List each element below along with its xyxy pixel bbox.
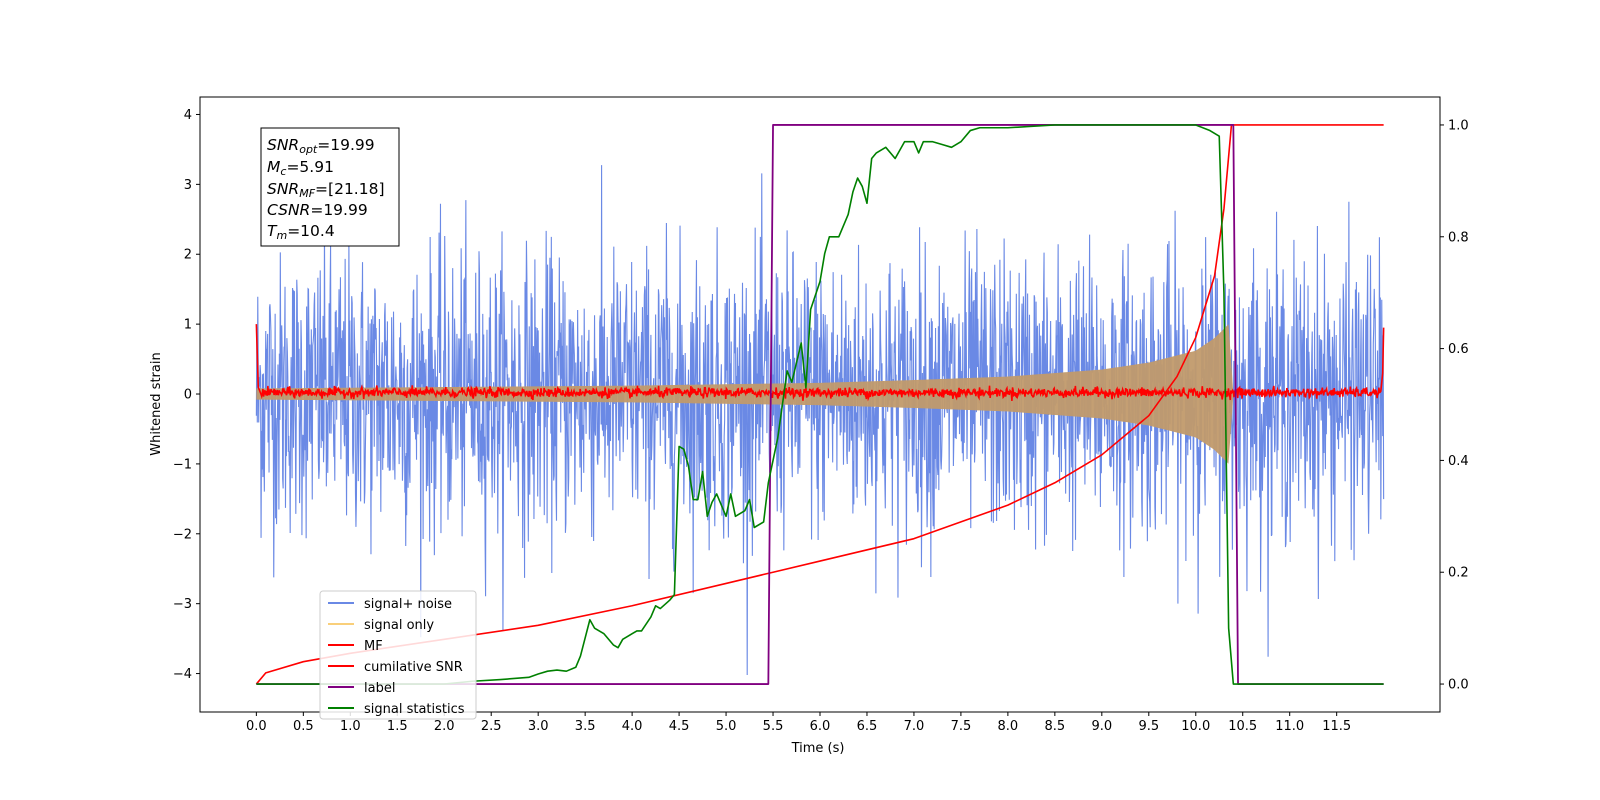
y2-tick-label: 0.6 xyxy=(1448,342,1469,357)
info-snr-mf: SNRMF=[21.18] xyxy=(267,180,385,200)
y-tick-label: 0 xyxy=(184,388,192,403)
x-tick-label: 9.0 xyxy=(1091,719,1112,734)
y-tick-label: −3 xyxy=(173,597,192,612)
x-tick-label: 6.5 xyxy=(857,719,878,734)
info-tm: Tm=10.4 xyxy=(267,222,335,242)
legend-frame xyxy=(319,590,477,720)
y2-tick-label: 0.0 xyxy=(1448,678,1469,693)
y-tick-label: 4 xyxy=(184,108,192,123)
x-tick-label: 3.0 xyxy=(528,719,549,734)
x-tick-label: 5.5 xyxy=(763,719,784,734)
y2-tick-label: 0.4 xyxy=(1448,454,1469,469)
x-tick-label: 10.0 xyxy=(1181,719,1210,734)
info-csnr: CSNR=19.99 xyxy=(267,201,368,219)
y-tick-label: −4 xyxy=(173,667,192,682)
legend-label-label: label xyxy=(364,681,395,696)
y-tick-label: −1 xyxy=(173,457,192,472)
legend-label-cumulative-snr: cumilative SNR xyxy=(364,660,463,675)
y-tick-label: 2 xyxy=(184,248,192,263)
x-tick-label: 8.0 xyxy=(998,719,1019,734)
y-axis-ticks: −4 −3 −2 −1 0 1 2 3 4 xyxy=(173,108,200,682)
x-tick-label: 6.0 xyxy=(810,719,831,734)
info-box-frame xyxy=(260,127,400,247)
x-tick-label: 4.0 xyxy=(622,719,643,734)
x-axis-ticks: 0.0 0.5 1.0 1.5 2.0 2.5 3.0 3.5 4.0 4.5 5.0 5.5 6.0 6… xyxy=(246,712,1351,734)
y-axis-label: Whitened strain xyxy=(149,352,164,455)
series-mf xyxy=(255,324,1385,402)
x-tick-label: 2.5 xyxy=(481,719,502,734)
y2-tick-label: 0.8 xyxy=(1448,230,1469,245)
x-tick-label: 11.0 xyxy=(1275,719,1304,734)
y2-axis-ticks: 0.0 0.2 0.4 0.6 0.8 1.0 xyxy=(1440,118,1469,693)
legend-label-mf: MF xyxy=(364,639,383,654)
x-tick-label: 0.5 xyxy=(293,719,314,734)
legend-label-signal-noise: signal+ noise xyxy=(364,597,452,612)
info-box: SNRopt=19.99 Mc=5.91 SNRMF=[21.18] CSNR=… xyxy=(260,127,400,247)
x-tick-label: 0.0 xyxy=(246,719,267,734)
x-tick-label: 11.5 xyxy=(1322,719,1351,734)
x-tick-label: 2.0 xyxy=(434,719,455,734)
x-tick-label: 9.5 xyxy=(1138,719,1159,734)
y-tick-label: 3 xyxy=(184,178,192,193)
x-tick-label: 3.5 xyxy=(575,719,596,734)
info-snr-opt: SNRopt=19.99 xyxy=(267,136,375,156)
y2-tick-label: 1.0 xyxy=(1448,118,1469,133)
x-tick-label: 7.0 xyxy=(904,719,925,734)
series-signal-statistics xyxy=(256,124,1384,685)
x-tick-label: 7.5 xyxy=(951,719,972,734)
x-axis-label: Time (s) xyxy=(791,741,845,756)
x-tick-label: 1.0 xyxy=(340,719,361,734)
x-tick-label: 5.0 xyxy=(716,719,737,734)
legend-label-signal-statistics: signal statistics xyxy=(364,702,465,717)
y-tick-label: −2 xyxy=(173,527,192,542)
legend: signal+ noise signal only MF cumilative … xyxy=(319,590,477,720)
x-tick-label: 4.5 xyxy=(669,719,690,734)
info-mc: Mc=5.91 xyxy=(267,158,334,178)
y2-tick-label: 0.2 xyxy=(1448,566,1469,581)
x-tick-label: 8.5 xyxy=(1045,719,1066,734)
x-tick-label: 1.5 xyxy=(387,719,408,734)
y-tick-label: 1 xyxy=(184,318,192,333)
legend-label-signal-only: signal only xyxy=(364,618,434,633)
x-tick-label: 10.5 xyxy=(1228,719,1257,734)
